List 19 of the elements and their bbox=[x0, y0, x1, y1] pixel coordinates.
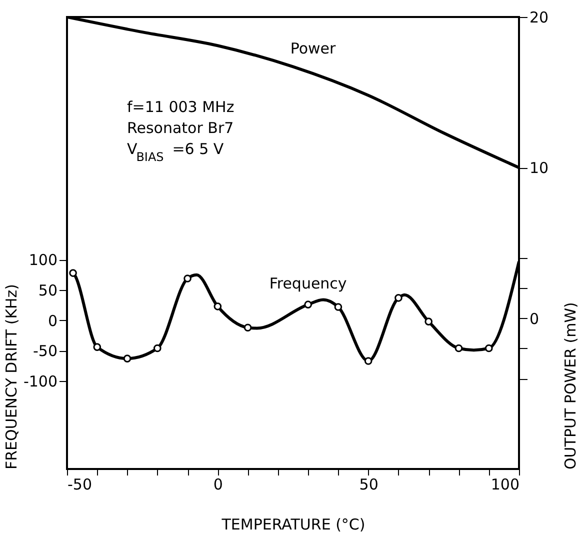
annotation: f=11 003 MHz bbox=[127, 98, 234, 116]
y-tick-label: 50 bbox=[38, 282, 58, 300]
y-axis-title: FREQUENCY DRIFT (KHz) bbox=[2, 284, 20, 470]
series-label: Power bbox=[290, 40, 337, 58]
series-label: Frequency bbox=[269, 274, 347, 293]
x-tick-label: 100 bbox=[490, 476, 520, 494]
y-tick-label: -50 bbox=[33, 342, 58, 360]
x-axis-title: TEMPERATURE (°C) bbox=[220, 516, 366, 534]
y-tick-label: 0 bbox=[48, 312, 58, 330]
x-tick-label: 0 bbox=[213, 476, 223, 494]
y-tick-label: -100 bbox=[23, 372, 58, 391]
y2-tick-label: 20 bbox=[530, 8, 549, 26]
y-tick-label: 100 bbox=[28, 251, 58, 270]
y2-tick-label: 0 bbox=[530, 310, 540, 328]
annotation: Resonator Br7 bbox=[127, 119, 234, 137]
x-tick-label: 50 bbox=[359, 476, 378, 494]
y2-axis-title: OUTPUT POWER (mW) bbox=[562, 302, 579, 470]
y2-tick-label: 10 bbox=[530, 159, 549, 178]
x-tick-label: -50 bbox=[68, 476, 92, 494]
